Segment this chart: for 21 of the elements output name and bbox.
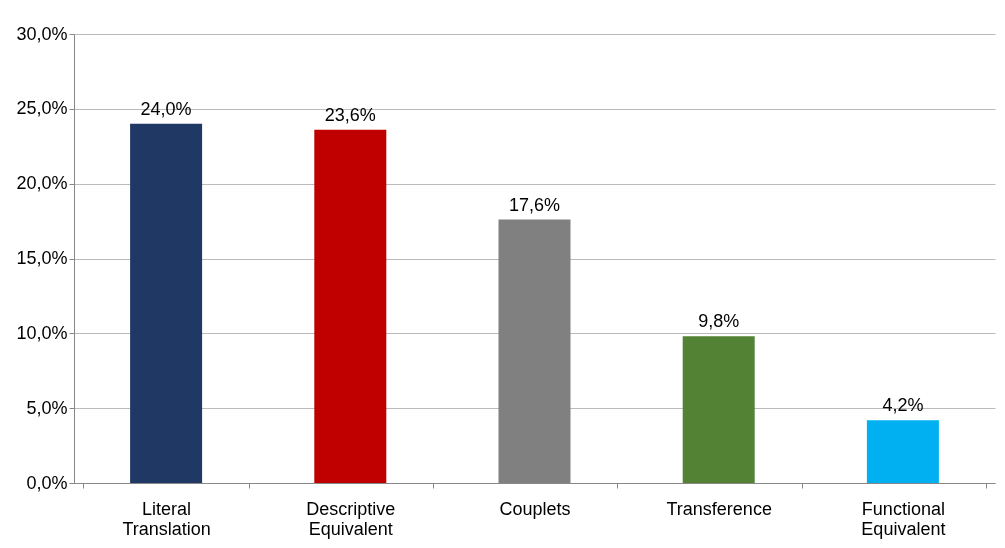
y-tick-label: 25,0% [16,98,68,119]
y-tick-label: 30,0% [16,23,68,44]
y-tick-label: 0,0% [26,472,68,493]
bar [682,336,755,483]
y-tick-label: 20,0% [16,173,68,194]
data-label: 4,2% [882,395,924,416]
bar [314,129,387,483]
bar [866,420,939,483]
x-tick-label: Functional Equivalent [861,498,946,539]
data-label: 17,6% [508,194,561,215]
bar [130,123,203,483]
x-tick-label: Descriptive Equivalent [306,498,396,539]
y-tick-label: 10,0% [16,322,68,343]
x-tick-label: Literal Translation [122,498,211,539]
data-label: 9,8% [698,311,740,332]
data-label: 23,6% [324,104,376,125]
x-tick-label: Transference [666,498,772,519]
y-tick-label: 15,0% [16,248,68,268]
y-tick-label: 5,0% [26,397,68,418]
x-tick-label: Couplets [499,498,571,519]
data-label: 24,0% [140,98,192,119]
